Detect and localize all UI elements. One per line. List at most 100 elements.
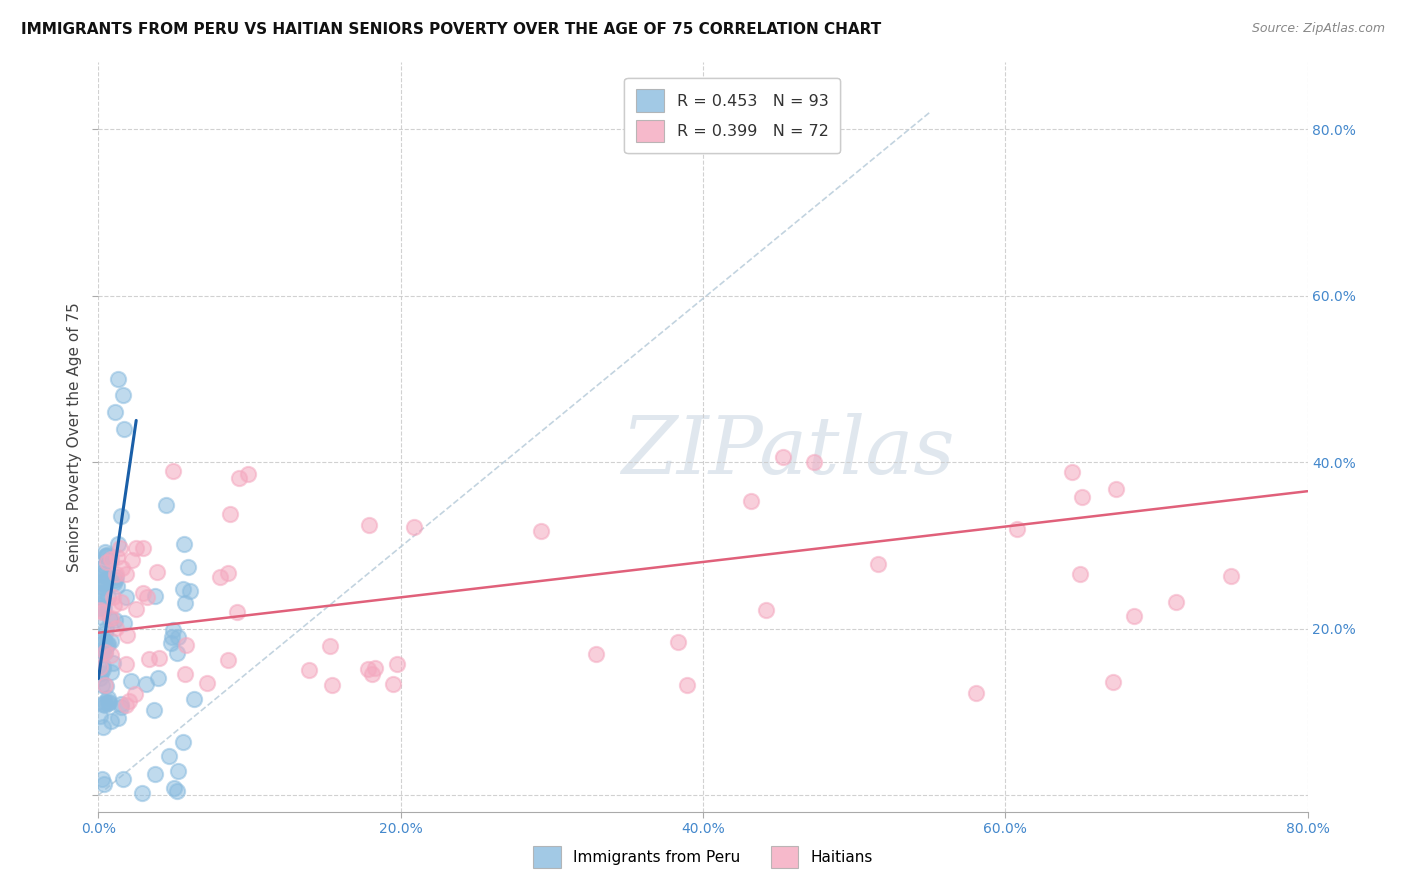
Point [166, 784, 188, 798]
Point [93, 588, 115, 602]
Point [402, 520, 425, 534]
Point [90, 610, 112, 624]
Point [209, 569, 232, 583]
Point [98, 696, 121, 710]
Point [97, 590, 120, 604]
Point [319, 640, 342, 654]
Point [107, 372, 129, 386]
Point [1070, 490, 1092, 504]
Point [167, 630, 190, 644]
Point [90, 666, 112, 681]
Point [361, 666, 384, 681]
Point [146, 671, 169, 685]
Text: ZIPatlas: ZIPatlas [621, 413, 955, 491]
Point [364, 660, 387, 674]
Point [236, 467, 259, 481]
Point [89, 671, 111, 685]
Point [93, 600, 115, 615]
Text: IMMIGRANTS FROM PERU VS HAITIAN SENIORS POVERTY OVER THE AGE OF 75 CORRELATION C: IMMIGRANTS FROM PERU VS HAITIAN SENIORS … [21, 22, 882, 37]
Point [105, 549, 128, 564]
Point [135, 590, 157, 604]
Point [172, 582, 194, 596]
Point [104, 573, 127, 587]
Point [91, 574, 114, 589]
Point [110, 698, 132, 712]
Point [93, 558, 115, 573]
Point [93, 635, 115, 649]
Point [97, 691, 120, 706]
Point [172, 735, 194, 749]
Point [219, 507, 242, 521]
Point [96, 549, 118, 563]
Point [132, 541, 155, 555]
Point [107, 537, 129, 551]
Point [118, 694, 141, 708]
Point [91, 606, 114, 620]
Point [91, 561, 114, 575]
Point [675, 678, 697, 692]
Point [166, 646, 188, 660]
Point [110, 509, 132, 524]
Point [94, 549, 117, 563]
Point [321, 678, 343, 692]
Point [100, 611, 122, 625]
Point [104, 613, 127, 627]
Point [110, 595, 132, 609]
Point [585, 647, 607, 661]
Point [94, 640, 117, 654]
Point [174, 638, 197, 652]
Point [94, 622, 117, 636]
Point [157, 748, 180, 763]
Point [174, 596, 197, 610]
Point [155, 498, 177, 512]
Point [135, 677, 157, 691]
Point [965, 686, 987, 700]
Point [100, 634, 122, 648]
Point [866, 558, 889, 572]
Legend: Immigrants from Peru, Haitians: Immigrants from Peru, Haitians [526, 838, 880, 875]
Point [91, 772, 114, 786]
Point [97, 637, 120, 651]
Point [755, 602, 778, 616]
Point [101, 590, 124, 604]
Point [228, 471, 250, 485]
Point [115, 591, 138, 605]
Point [111, 561, 134, 575]
Point [89, 660, 111, 674]
Point [94, 678, 117, 692]
Point [115, 698, 138, 713]
Point [138, 652, 160, 666]
Point [298, 664, 321, 678]
Point [108, 541, 131, 555]
Point [143, 590, 166, 604]
Point [91, 662, 114, 676]
Point [105, 566, 128, 581]
Point [225, 605, 247, 619]
Point [173, 666, 195, 681]
Point [162, 623, 184, 637]
Point [96, 549, 118, 564]
Point [1122, 609, 1144, 624]
Point [91, 575, 114, 590]
Point [96, 555, 118, 569]
Point [89, 603, 111, 617]
Point [90, 678, 112, 692]
Point [110, 700, 132, 714]
Point [115, 566, 138, 581]
Point [98, 611, 121, 625]
Point [91, 658, 114, 673]
Point [125, 602, 148, 616]
Point [103, 656, 125, 670]
Point [93, 777, 115, 791]
Point [94, 645, 117, 659]
Point [93, 632, 115, 647]
Point [89, 708, 111, 723]
Point [143, 767, 166, 781]
Point [91, 644, 114, 658]
Point [162, 464, 184, 478]
Point [121, 553, 143, 567]
Point [1220, 569, 1243, 583]
Point [217, 653, 239, 667]
Point [167, 764, 190, 778]
Point [94, 698, 117, 712]
